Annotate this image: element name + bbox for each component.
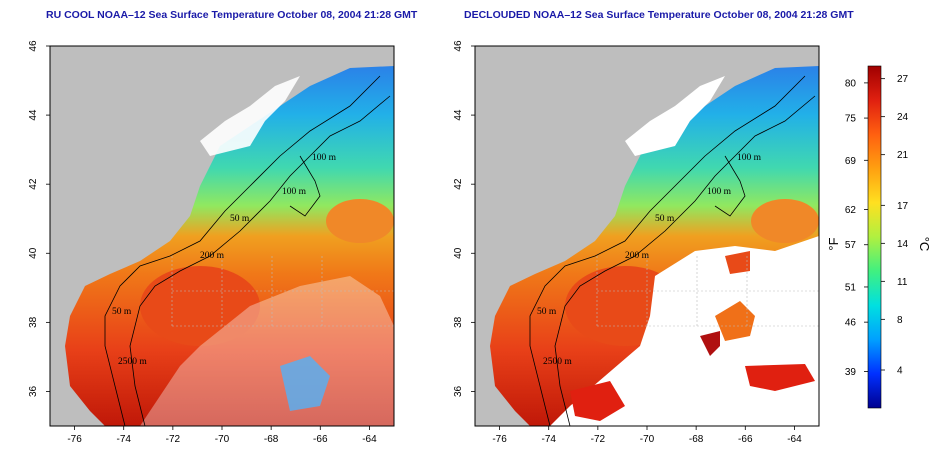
- panel-title-raw: RU COOL NOAA–12 Sea Surface Temperature …: [46, 9, 418, 21]
- panel-title-declouded: DECLOUDED NOAA–12 Sea Surface Temperatur…: [464, 9, 854, 21]
- y-tick-label: 36: [453, 385, 464, 397]
- cloud-north: [200, 76, 300, 156]
- warm-patch: [745, 364, 815, 391]
- celsius-tick-label: 11: [897, 277, 908, 288]
- x-tick-label: -76: [492, 434, 507, 445]
- warm-patch: [715, 301, 755, 341]
- colorbar-scale: [867, 65, 882, 409]
- contour-label: 50 m: [230, 214, 250, 224]
- celsius-tick-label: 21: [897, 150, 909, 161]
- x-tick-label: -64: [787, 434, 802, 445]
- land-mass: [475, 46, 819, 426]
- fahrenheit-tick-label: 80: [845, 78, 857, 89]
- celsius-tick-label: 4: [897, 366, 903, 377]
- x-tick-label: -76: [67, 434, 82, 445]
- contour-label: 100 m: [282, 187, 307, 197]
- bathymetry-contours: [529, 75, 816, 427]
- x-tick-label: -68: [689, 434, 704, 445]
- fahrenheit-tick-label: 39: [845, 367, 857, 378]
- x-tick-label: -66: [313, 434, 328, 445]
- y-tick-label: 46: [28, 40, 39, 52]
- contour-label: 50 m: [112, 307, 132, 317]
- y-tick-label: 38: [453, 316, 464, 328]
- fahrenheit-tick-label: 57: [845, 240, 857, 251]
- warm-patch: [700, 331, 720, 356]
- contour-label: 100 m: [312, 153, 337, 163]
- map-panel-raw: 100 m 100 m 50 m 200 m 50 m 2500 m: [49, 45, 395, 427]
- fahrenheit-tick-label: 62: [845, 205, 857, 216]
- contour-label: 50 m: [537, 307, 557, 317]
- lat-lon-grid: [171, 256, 394, 327]
- colorbar: °F °C 27 24 21 17 14 11 8 4 80 75 69 62 57 51 46 39: [826, 65, 932, 409]
- y-tick-label: 42: [28, 178, 39, 190]
- celsius-tick-label: 14: [897, 239, 909, 250]
- cloud-cold-patch: [280, 356, 330, 411]
- contour-label: 200 m: [625, 251, 650, 261]
- warm-eddy: [751, 199, 819, 243]
- fahrenheit-unit: °F: [826, 237, 841, 250]
- warm-eddy: [326, 199, 394, 243]
- warm-patch: [725, 251, 750, 274]
- celsius-tick-label: 17: [897, 201, 909, 212]
- x-tick-label: -72: [591, 434, 606, 445]
- contour-label: 2500 m: [543, 357, 572, 367]
- warm-patch: [570, 381, 625, 421]
- y-tick-label: 36: [28, 385, 39, 397]
- contour-label: 2500 m: [118, 357, 147, 367]
- x-tick-label: -74: [541, 434, 556, 445]
- y-tick-label: 46: [453, 40, 464, 52]
- celsius-tick-label: 24: [897, 112, 909, 123]
- y-tick-label: 38: [28, 316, 39, 328]
- x-tick-label: -74: [116, 434, 131, 445]
- contour-label: 100 m: [707, 187, 732, 197]
- colorbar-ticks: 27 24 21 17 14 11 8 4 80 75 69 62 57 51 46 39: [845, 74, 909, 378]
- x-tick-label: -64: [362, 434, 377, 445]
- fahrenheit-tick-label: 69: [845, 156, 857, 167]
- y-tick-label: 40: [453, 247, 464, 259]
- celsius-tick-label: 27: [897, 74, 909, 85]
- y-tick-label: 42: [453, 178, 464, 190]
- celsius-tick-label: 8: [897, 315, 903, 326]
- celsius-unit: °C: [917, 237, 932, 252]
- fahrenheit-tick-label: 75: [845, 114, 857, 125]
- x-tick-label: -66: [738, 434, 753, 445]
- contour-label: 200 m: [200, 251, 225, 261]
- y-tick-label: 40: [28, 247, 39, 259]
- x-tick-label: -70: [215, 434, 230, 445]
- masked-cloud-north: [625, 76, 725, 156]
- bathymetry-contours: [104, 75, 391, 427]
- contour-label: 50 m: [655, 214, 675, 224]
- axis-ticks: -76 -74 -72 -70 -68 -66 -64 36 38 40 42 44 46 -76 -74 -…: [28, 40, 802, 445]
- map-panel-declouded: 100 m 100 m 50 m 200 m 50 m 2500 m: [474, 45, 820, 427]
- lat-lon-grid: [596, 256, 819, 327]
- land-north: [50, 46, 394, 126]
- x-tick-label: -70: [640, 434, 655, 445]
- land-mass: [50, 46, 394, 426]
- y-tick-label: 44: [28, 109, 39, 121]
- cloud-south: [140, 276, 394, 426]
- x-tick-label: -68: [264, 434, 279, 445]
- fahrenheit-tick-label: 51: [845, 282, 857, 293]
- y-tick-label: 44: [453, 109, 464, 121]
- land-north: [475, 46, 819, 126]
- contour-label: 100 m: [737, 153, 762, 163]
- x-tick-label: -72: [166, 434, 181, 445]
- fahrenheit-tick-label: 46: [845, 318, 857, 329]
